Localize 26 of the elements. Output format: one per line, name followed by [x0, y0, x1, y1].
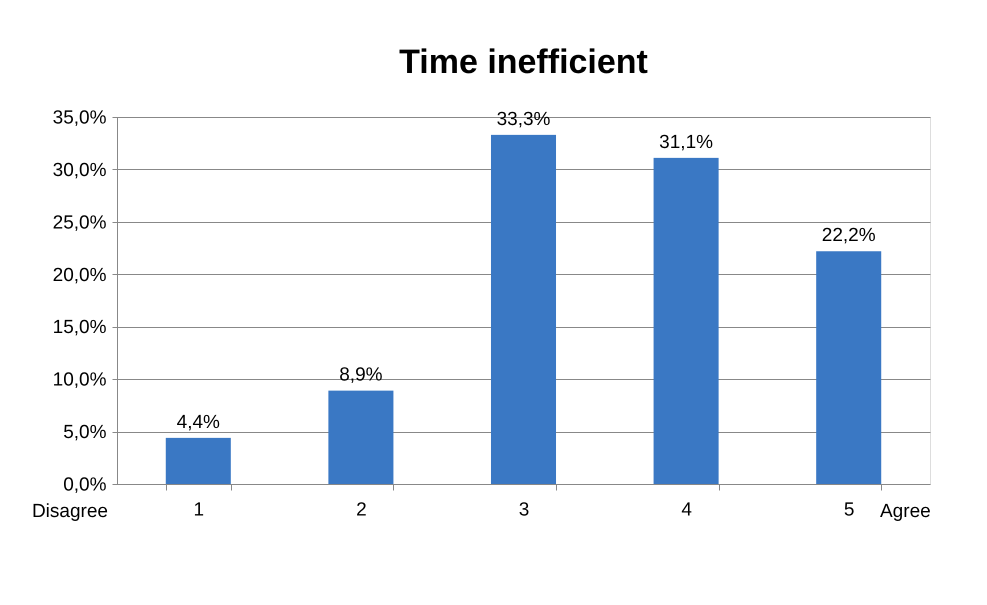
y-tick-label: 5,0%: [63, 422, 107, 444]
y-tick-label: 25,0%: [52, 212, 107, 234]
y-tick-label: 30,0%: [52, 160, 107, 181]
y-tick-label: 15,0%: [52, 317, 107, 338]
y-tick-label: 0,0%: [63, 474, 107, 496]
bar: [654, 158, 719, 484]
text: Disagree: [32, 501, 108, 522]
y-tick-label: 35,0%: [52, 108, 107, 128]
x-tick-label: 4: [681, 500, 692, 520]
x-tick-label: 1: [194, 500, 204, 520]
x-tick-label: 5: [844, 500, 854, 520]
data-label: 4,4%: [176, 412, 220, 433]
x-tick-label: 3: [518, 500, 530, 520]
x-tick-label: 2: [356, 500, 367, 520]
text: Agree: [880, 501, 931, 522]
bar: [166, 438, 231, 484]
data-label: 33,3%: [496, 108, 551, 130]
data-label: 31,1%: [659, 132, 714, 153]
y-tick-label: 20,0%: [52, 264, 107, 286]
bar: [816, 251, 882, 484]
data-label: 22,2%: [822, 225, 876, 246]
data-label: 8,9%: [339, 364, 383, 386]
y-tick-label: 10,0%: [52, 370, 107, 391]
bar: [490, 134, 556, 484]
bar: [328, 390, 394, 484]
chart-title: Time inefficient: [399, 43, 648, 81]
